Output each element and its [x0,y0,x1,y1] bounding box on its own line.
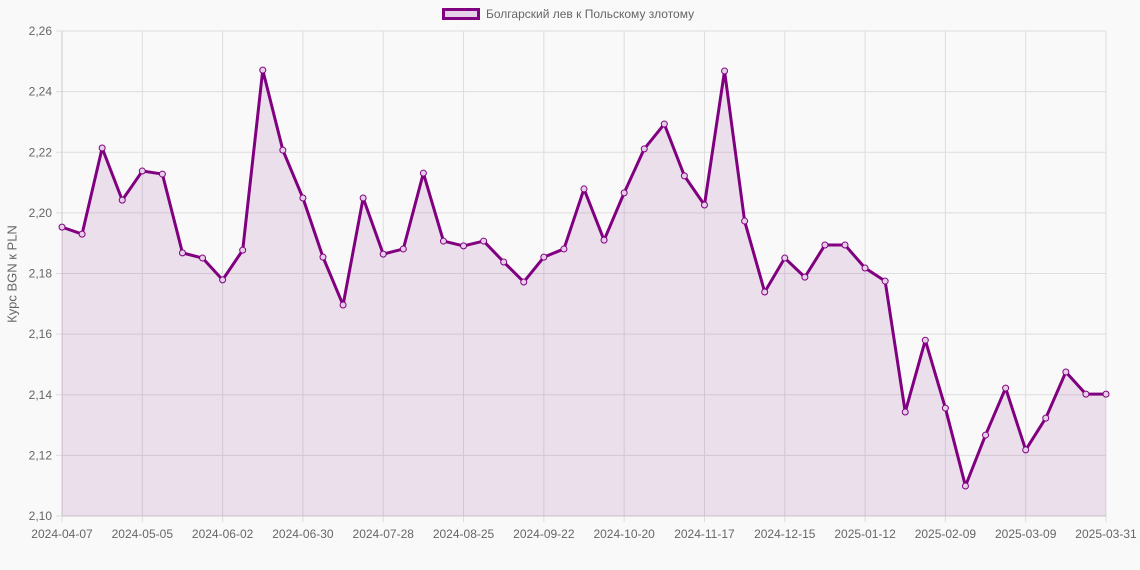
data-point[interactable] [1082,390,1090,398]
data-point[interactable] [580,185,588,193]
data-point[interactable] [660,120,668,128]
y-tick-label: 2,24 [29,85,53,99]
data-point[interactable] [520,278,528,286]
data-point[interactable] [500,258,508,266]
data-point[interactable] [1062,368,1070,376]
legend-label: Болгарский лев к Польскому злотому [486,7,695,21]
data-point[interactable] [680,172,688,180]
data-point[interactable] [982,431,990,439]
x-tick-label: 2025-03-31 [1075,527,1137,541]
data-point[interactable] [439,237,447,245]
x-tick-label: 2024-11-17 [674,527,735,541]
data-point[interactable] [219,276,227,284]
y-tick-label: 2,16 [29,327,53,341]
data-point[interactable] [158,170,166,178]
data-point[interactable] [741,217,749,225]
data-point[interactable] [1022,446,1030,454]
data-point[interactable] [359,194,367,202]
data-point[interactable] [199,254,207,262]
data-point[interactable] [941,404,949,412]
legend-item[interactable]: Болгарский лев к Польскому злотому [442,7,694,21]
y-tick-label: 2,12 [29,448,53,462]
data-point[interactable] [821,241,829,249]
data-point[interactable] [700,201,708,209]
data-point[interactable] [178,249,186,257]
data-point[interactable] [721,67,729,75]
data-point[interactable] [921,336,929,344]
data-point[interactable] [480,237,488,245]
data-point[interactable] [801,273,809,281]
data-point[interactable] [118,196,126,204]
data-point[interactable] [640,145,648,153]
area-fill [62,70,1106,517]
data-point[interactable] [1042,414,1050,422]
x-tick-label: 2024-12-15 [754,527,816,541]
x-tick-label: 2024-04-07 [31,527,93,541]
data-point[interactable] [781,254,789,262]
x-tick-label: 2024-08-25 [433,527,495,541]
data-point[interactable] [761,288,769,296]
data-point[interactable] [78,230,86,238]
data-point[interactable] [279,146,287,154]
data-point[interactable] [419,169,427,177]
data-point[interactable] [600,236,608,244]
y-tick-label: 2,10 [29,509,53,523]
data-point[interactable] [1102,390,1110,398]
data-point[interactable] [901,408,909,416]
data-point[interactable] [239,246,247,254]
x-tick-label: 2024-06-02 [192,527,254,541]
data-point[interactable] [861,264,869,272]
x-tick-label: 2024-09-22 [513,527,575,541]
legend-swatch [442,8,480,20]
data-point[interactable] [460,242,468,250]
data-point[interactable] [299,194,307,202]
y-tick-label: 2,22 [29,145,53,159]
y-tick-label: 2,18 [29,267,53,281]
y-tick-label: 2,14 [29,388,53,402]
x-tick-label: 2024-10-20 [593,527,655,541]
x-tick-label: 2025-01-12 [834,527,896,541]
data-point[interactable] [1002,384,1010,392]
data-point[interactable] [881,277,889,285]
data-point[interactable] [961,482,969,490]
data-point[interactable] [58,223,66,231]
data-point[interactable] [841,241,849,249]
data-point[interactable] [379,250,387,258]
data-point[interactable] [98,144,106,152]
data-point[interactable] [138,167,146,175]
y-tick-label: 2,26 [29,24,53,38]
data-point[interactable] [339,301,347,309]
data-point[interactable] [399,245,407,253]
data-point[interactable] [620,189,628,197]
x-tick-label: 2024-06-30 [272,527,334,541]
x-tick-label: 2025-03-09 [995,527,1057,541]
x-tick-label: 2025-02-09 [915,527,977,541]
y-tick-label: 2,20 [29,206,53,220]
data-point[interactable] [319,253,327,261]
x-tick-label: 2024-05-05 [112,527,174,541]
x-tick-label: 2024-07-28 [353,527,415,541]
data-point[interactable] [540,253,548,261]
data-point[interactable] [259,66,267,74]
data-point[interactable] [560,245,568,253]
